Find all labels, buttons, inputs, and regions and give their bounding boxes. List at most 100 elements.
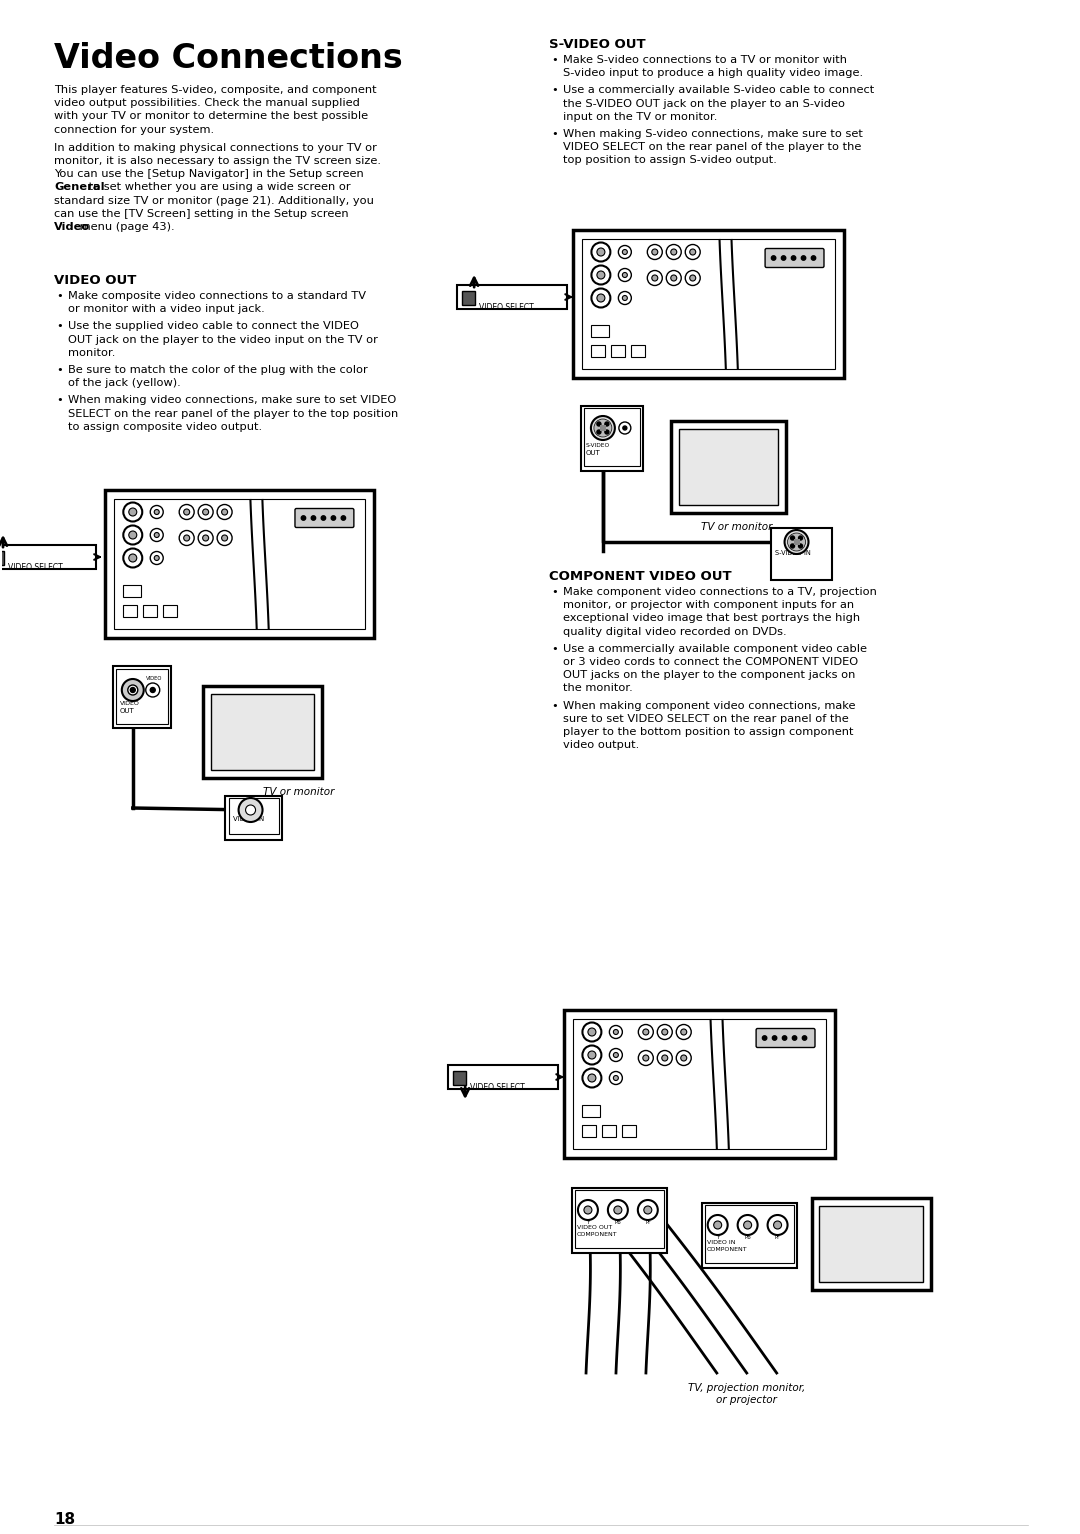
Bar <box>581 407 643 471</box>
Bar <box>0 551 4 565</box>
Circle shape <box>123 549 143 568</box>
Bar <box>572 1187 666 1253</box>
Bar <box>622 1124 636 1137</box>
Bar <box>811 1198 931 1290</box>
Text: menu (page 43).: menu (page 43). <box>76 222 175 232</box>
Bar <box>116 669 167 724</box>
Circle shape <box>613 1052 619 1057</box>
Circle shape <box>658 1025 672 1040</box>
Circle shape <box>690 275 696 281</box>
Circle shape <box>622 250 627 255</box>
Text: General: General <box>54 183 105 192</box>
Text: VIDEO OUT: VIDEO OUT <box>54 275 136 287</box>
Circle shape <box>643 1029 649 1035</box>
Text: Make S-video connections to a TV or monitor with: Make S-video connections to a TV or moni… <box>563 55 847 64</box>
Bar <box>671 420 785 512</box>
Circle shape <box>685 270 700 285</box>
Circle shape <box>332 515 336 520</box>
Circle shape <box>578 1200 598 1220</box>
Circle shape <box>744 1221 752 1229</box>
Circle shape <box>652 275 658 281</box>
FancyBboxPatch shape <box>765 249 824 267</box>
Text: S-VIDEO IN: S-VIDEO IN <box>774 551 810 555</box>
Text: top position to assign S-video output.: top position to assign S-video output. <box>563 155 777 166</box>
Circle shape <box>680 1029 687 1035</box>
Circle shape <box>198 531 213 546</box>
Circle shape <box>609 1026 622 1039</box>
Circle shape <box>131 687 135 692</box>
Text: Pb: Pb <box>744 1235 751 1239</box>
Text: TV or monitor: TV or monitor <box>701 522 772 532</box>
Text: monitor, or projector with component inputs for an: monitor, or projector with component inp… <box>563 600 854 611</box>
Bar <box>582 239 836 370</box>
Circle shape <box>217 531 232 546</box>
Circle shape <box>643 1055 649 1062</box>
Circle shape <box>787 532 806 551</box>
Circle shape <box>619 422 631 434</box>
Circle shape <box>772 1035 777 1040</box>
Circle shape <box>666 244 681 259</box>
Text: VIDEO IN: VIDEO IN <box>706 1239 735 1246</box>
Text: Make composite video connections to a standard TV: Make composite video connections to a st… <box>68 291 366 301</box>
Text: S-VIDEO: S-VIDEO <box>586 443 610 448</box>
Bar <box>591 345 605 357</box>
Circle shape <box>597 295 605 302</box>
Circle shape <box>582 1046 602 1065</box>
Bar <box>564 1009 836 1158</box>
Text: •: • <box>551 701 557 710</box>
Circle shape <box>122 680 144 701</box>
Bar <box>611 345 625 357</box>
Text: quality digital video recorded on DVDs.: quality digital video recorded on DVDs. <box>563 626 786 637</box>
Circle shape <box>647 244 662 259</box>
Circle shape <box>129 508 137 515</box>
FancyBboxPatch shape <box>457 285 567 308</box>
Circle shape <box>690 249 696 255</box>
Circle shape <box>613 1029 619 1034</box>
Circle shape <box>184 509 190 515</box>
Circle shape <box>792 256 796 261</box>
Circle shape <box>150 506 163 518</box>
Circle shape <box>129 531 137 538</box>
Text: VIDEO SELECT: VIDEO SELECT <box>470 1083 525 1092</box>
Bar <box>123 584 140 597</box>
Bar <box>631 345 645 357</box>
Circle shape <box>597 430 600 434</box>
Circle shape <box>619 245 632 259</box>
Circle shape <box>798 545 802 548</box>
Circle shape <box>652 249 658 255</box>
Text: to set whether you are using a wide screen or: to set whether you are using a wide scre… <box>84 183 350 192</box>
Text: standard size TV or monitor (page 21). Additionally, you: standard size TV or monitor (page 21). A… <box>54 196 374 206</box>
Text: Make component video connections to a TV, projection: Make component video connections to a TV… <box>563 588 877 597</box>
Text: Use the supplied video cable to connect the VIDEO: Use the supplied video cable to connect … <box>68 322 359 331</box>
Circle shape <box>676 1025 691 1040</box>
Circle shape <box>685 244 700 259</box>
Circle shape <box>203 535 208 542</box>
Circle shape <box>592 288 610 307</box>
Text: Be sure to match the color of the plug with the color: Be sure to match the color of the plug w… <box>68 365 367 374</box>
Bar <box>113 499 365 629</box>
Text: •: • <box>551 588 557 597</box>
Circle shape <box>784 531 809 554</box>
Circle shape <box>623 426 626 430</box>
Circle shape <box>671 275 677 281</box>
Circle shape <box>301 515 306 520</box>
Circle shape <box>638 1200 658 1220</box>
Circle shape <box>791 545 795 548</box>
Circle shape <box>123 526 143 545</box>
Circle shape <box>123 503 143 522</box>
Circle shape <box>597 422 600 426</box>
Text: •: • <box>56 365 63 374</box>
Circle shape <box>594 419 612 437</box>
Text: OUT: OUT <box>586 449 600 456</box>
Circle shape <box>662 1029 667 1035</box>
Text: the S-VIDEO OUT jack on the player to an S-video: the S-VIDEO OUT jack on the player to an… <box>563 98 845 109</box>
Text: OUT: OUT <box>120 709 135 713</box>
Circle shape <box>597 249 605 256</box>
Bar <box>702 1203 797 1269</box>
Text: •: • <box>551 129 557 140</box>
Circle shape <box>811 256 815 261</box>
Text: This player features S-video, composite, and component: This player features S-video, composite,… <box>54 84 377 95</box>
Bar <box>454 1071 467 1085</box>
Circle shape <box>605 430 609 434</box>
Circle shape <box>773 1221 782 1229</box>
